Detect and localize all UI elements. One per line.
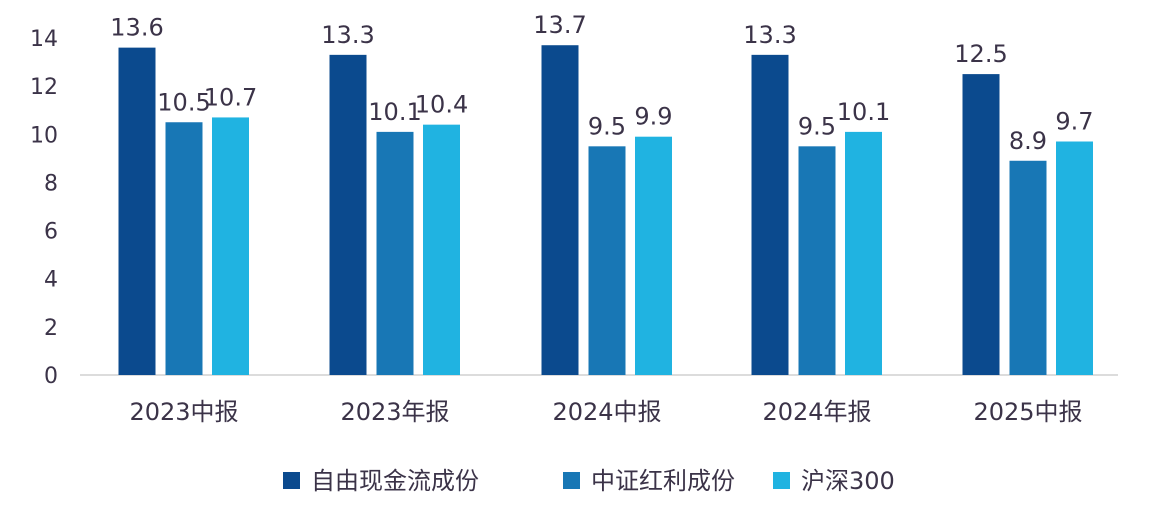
- legend: 自由现金流成份 中证红利成份 沪深300: [283, 467, 895, 495]
- x-tick-label: 2024中报: [552, 398, 661, 426]
- y-tick-label: 8: [44, 171, 58, 196]
- x-tick-label: 2024年报: [762, 398, 871, 426]
- legend-label: 沪深300: [801, 467, 895, 495]
- bar: [962, 74, 1000, 375]
- legend-swatch: [773, 472, 790, 489]
- y-tick-label: 6: [44, 220, 58, 245]
- bar: [118, 47, 156, 375]
- data-label: 13.3: [321, 21, 374, 49]
- data-label: 13.6: [110, 14, 163, 42]
- data-label: 10.5: [157, 88, 210, 116]
- x-tick-label: 2023年报: [340, 398, 449, 426]
- data-label: 10.1: [368, 98, 421, 126]
- data-label: 13.7: [533, 11, 586, 39]
- y-tick-label: 4: [44, 268, 58, 293]
- data-label: 10.4: [415, 91, 468, 119]
- data-label: 8.9: [1009, 127, 1047, 155]
- data-label: 10.7: [204, 83, 257, 111]
- y-tick-label: 10: [30, 123, 58, 148]
- x-tick-label: 2023中报: [129, 398, 238, 426]
- legend-label: 中证红利成份: [591, 467, 735, 495]
- legend-swatch: [283, 472, 300, 489]
- legend-label: 自由现金流成份: [311, 467, 479, 495]
- data-label: 9.7: [1055, 108, 1093, 136]
- bar: [329, 54, 367, 375]
- y-tick-label: 0: [44, 364, 58, 389]
- data-label: 13.3: [743, 21, 796, 49]
- bar: [635, 136, 672, 375]
- data-label: 9.5: [588, 112, 626, 140]
- data-label: 9.5: [798, 112, 836, 140]
- bars: 13.610.510.713.310.110.413.79.5 9.913.39.…: [110, 11, 1094, 376]
- data-label: 12.5: [954, 40, 1007, 68]
- x-tick-label: 2025中报: [973, 398, 1082, 426]
- bar: [588, 146, 626, 375]
- y-axis: 0 2 4 6 8 10 12 14: [30, 27, 58, 389]
- bar: [798, 146, 836, 375]
- y-tick-label: 14: [30, 27, 58, 52]
- bar: [376, 131, 414, 375]
- x-axis: 2023中报 2023年报 2024中报 2024年报 2025中报: [129, 398, 1082, 426]
- y-tick-label: 12: [30, 75, 58, 100]
- bar: [1056, 141, 1093, 375]
- bar: [845, 131, 882, 375]
- bar: [1009, 160, 1047, 375]
- y-tick-label: 2: [44, 316, 58, 341]
- bar: [212, 117, 249, 375]
- bar: [541, 45, 579, 375]
- bar: [423, 124, 460, 376]
- bar: [751, 54, 789, 375]
- legend-swatch: [563, 472, 580, 489]
- data-label: 9.9: [634, 103, 672, 131]
- data-label: 10.1: [837, 98, 890, 126]
- bar: [165, 122, 203, 375]
